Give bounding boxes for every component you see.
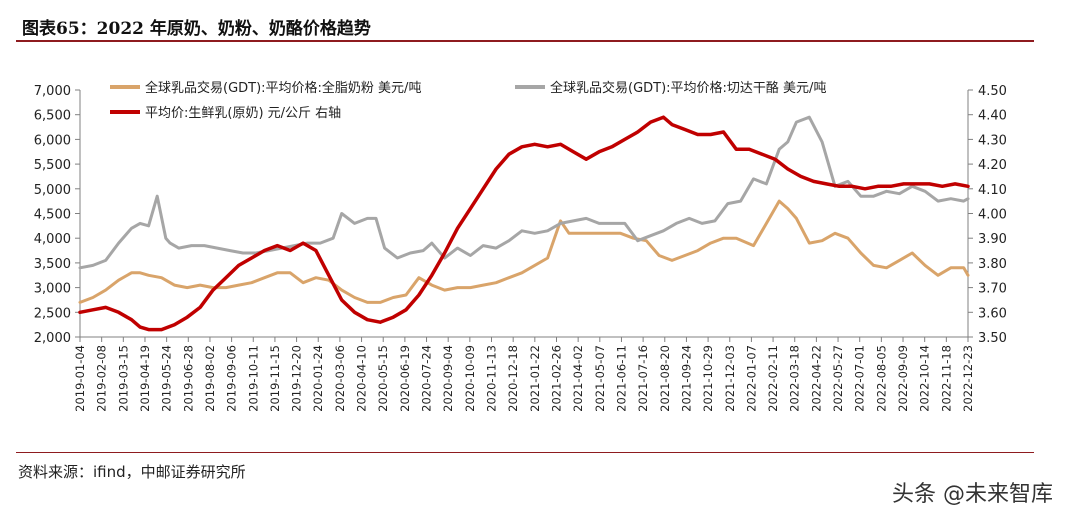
y-tick-label: 2,500 bbox=[34, 306, 71, 321]
x-tick-label: 2020-05-15 bbox=[376, 345, 390, 412]
x-tick-label: 2019-05-24 bbox=[160, 345, 174, 412]
y-tick-label: 6,000 bbox=[34, 133, 71, 148]
y2-tick-label: 4.50 bbox=[978, 84, 1007, 99]
x-tick-label: 2021-05-07 bbox=[593, 345, 607, 412]
y-tick-label: 2,000 bbox=[34, 331, 71, 346]
x-tick-label: 2020-10-09 bbox=[463, 345, 477, 412]
x-tick-label: 2020-06-19 bbox=[398, 345, 412, 412]
y2-tick-label: 3.80 bbox=[978, 257, 1007, 272]
x-tick-label: 2020-01-24 bbox=[311, 345, 325, 412]
x-tick-label: 2021-02-26 bbox=[549, 345, 563, 412]
y-tick-label: 5,000 bbox=[34, 183, 71, 198]
y-tick-label: 3,500 bbox=[34, 257, 71, 272]
x-tick-label: 2019-09-06 bbox=[225, 345, 239, 412]
x-tick-label: 2022-11-18 bbox=[939, 345, 953, 412]
x-tick-label: 2022-03-18 bbox=[788, 345, 802, 412]
x-tick-label: 2022-05-27 bbox=[831, 345, 845, 412]
x-tick-label: 2022-02-11 bbox=[766, 345, 780, 412]
series-line-wmp bbox=[78, 199, 970, 304]
y-tick-label: 4,500 bbox=[34, 208, 71, 223]
x-tick-label: 2021-04-02 bbox=[571, 345, 585, 412]
x-tick-label: 2021-06-11 bbox=[614, 345, 628, 412]
x-tick-label: 2020-04-10 bbox=[355, 345, 369, 412]
x-tick-label: 2021-12-03 bbox=[723, 345, 737, 412]
x-tick-label: 2020-12-18 bbox=[506, 345, 520, 412]
y2-tick-label: 4.00 bbox=[978, 208, 1007, 223]
legend-label-raw-milk: 平均价:生鲜乳(原奶) 元/公斤 右轴 bbox=[145, 106, 341, 121]
x-tick-label: 2021-09-24 bbox=[679, 345, 693, 412]
y2-tick-label: 4.10 bbox=[978, 183, 1007, 198]
x-tick-label: 2019-10-11 bbox=[246, 345, 260, 412]
series-lines bbox=[78, 115, 970, 332]
x-tick-label: 2022-09-09 bbox=[896, 345, 910, 412]
legend-label-cheddar: 全球乳品交易(GDT):平均价格:切达干酪 美元/吨 bbox=[550, 80, 826, 96]
x-tick-label: 2022-01-07 bbox=[744, 345, 758, 412]
x-tick-label: 2021-10-29 bbox=[701, 345, 715, 412]
x-tick-label: 2019-06-28 bbox=[181, 345, 195, 412]
figure-title: 图表65：2022 年原奶、奶粉、奶酪价格趋势 bbox=[22, 19, 371, 39]
y2-tick-label: 3.50 bbox=[978, 331, 1007, 346]
x-tick-label: 2019-11-15 bbox=[268, 345, 282, 412]
x-tick-label: 2020-07-24 bbox=[420, 345, 434, 412]
y-tick-label: 7,000 bbox=[34, 84, 71, 99]
x-tick-label: 2019-03-15 bbox=[116, 345, 130, 412]
x-tick-label: 2020-11-13 bbox=[485, 345, 499, 412]
x-tick-label: 2022-08-05 bbox=[874, 345, 888, 412]
y2-tick-label: 3.90 bbox=[978, 232, 1007, 247]
x-tick-label: 2020-09-04 bbox=[441, 345, 455, 412]
legend: 全球乳品交易(GDT):平均价格:全脂奶粉 美元/吨 全球乳品交易(GDT):平… bbox=[110, 80, 826, 121]
title-bar: 图表65：2022 年原奶、奶粉、奶酪价格趋势 bbox=[16, 6, 1034, 42]
x-tick-label: 2019-08-02 bbox=[203, 345, 217, 412]
source-rule bbox=[16, 452, 1034, 453]
x-tick-label: 2022-12-23 bbox=[961, 345, 975, 412]
x-tick-label: 2019-02-08 bbox=[95, 345, 109, 412]
x-tick-label: 2021-08-20 bbox=[658, 345, 672, 412]
x-tick-label: 2022-10-14 bbox=[918, 345, 932, 412]
axes: 2,000 2,500 3,000 3,500 4,000 4,500 5,000 5,500… bbox=[34, 84, 1007, 412]
x-tick-label: 2019-01-04 bbox=[73, 345, 87, 412]
y-tick-label: 3,000 bbox=[34, 282, 71, 297]
y-tick-label: 5,500 bbox=[34, 158, 71, 173]
x-tick-label: 2020-03-06 bbox=[333, 345, 347, 412]
y2-tick-label: 4.20 bbox=[978, 158, 1007, 173]
watermark: 头条 @未来智库 bbox=[892, 482, 1053, 507]
x-tick-label: 2021-07-16 bbox=[636, 345, 650, 412]
series-line-cheddar bbox=[78, 115, 970, 270]
source-note: 资料来源：ifind，中邮证券研究所 bbox=[18, 463, 246, 481]
x-tick-label: 2022-04-22 bbox=[809, 345, 823, 412]
series-line-raw-milk bbox=[78, 115, 970, 332]
x-tick-label: 2019-04-19 bbox=[138, 345, 152, 412]
y2-tick-label: 3.60 bbox=[978, 306, 1007, 321]
legend-label-wmp: 全球乳品交易(GDT):平均价格:全脂奶粉 美元/吨 bbox=[145, 80, 421, 96]
y2-tick-label: 4.40 bbox=[978, 109, 1007, 124]
y-tick-label: 4,000 bbox=[34, 232, 71, 247]
y-tick-label: 6,500 bbox=[34, 109, 71, 124]
y2-tick-label: 3.70 bbox=[978, 282, 1007, 297]
x-tick-label: 2021-01-22 bbox=[528, 345, 542, 412]
x-tick-label: 2022-07-01 bbox=[853, 345, 867, 412]
y2-tick-label: 4.30 bbox=[978, 133, 1007, 148]
x-tick-label: 2019-12-20 bbox=[290, 345, 304, 412]
title-rule bbox=[16, 40, 1034, 42]
